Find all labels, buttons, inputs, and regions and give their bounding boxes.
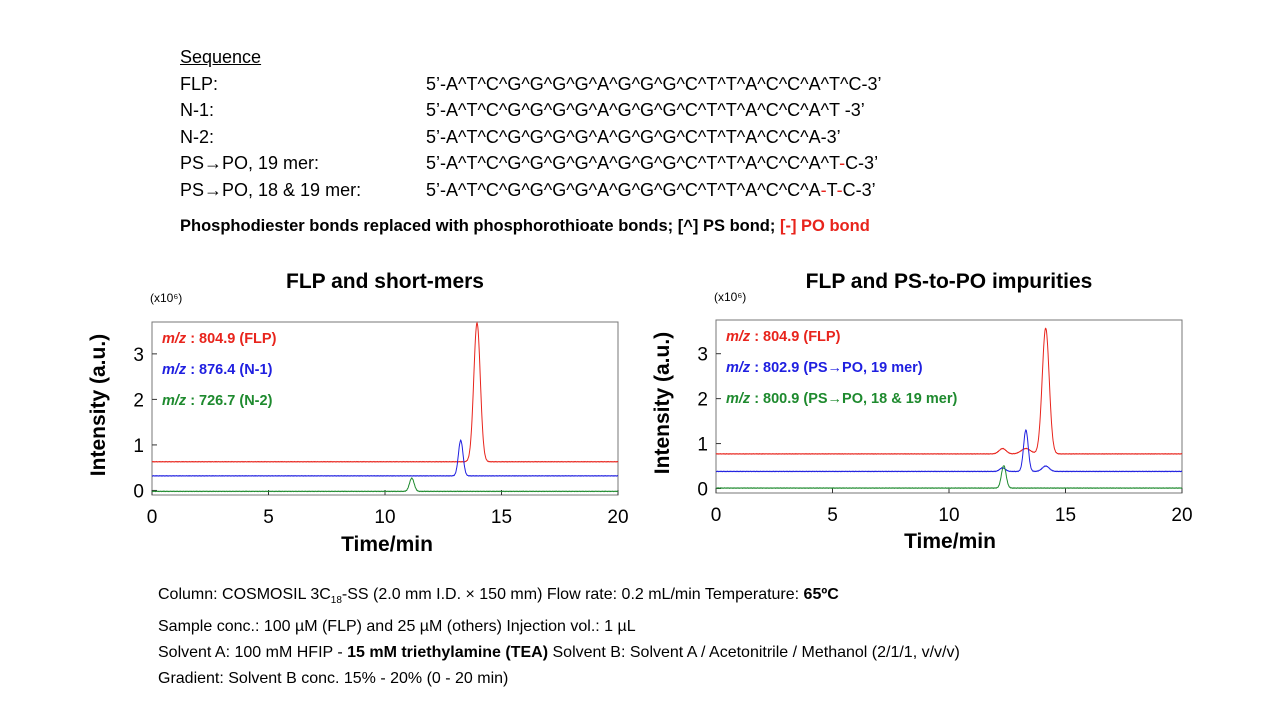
condition-text: Solvent A: 100 mM HFIP - (158, 644, 348, 662)
legend-mz-prefix: m/z (162, 393, 187, 409)
x-tick-label: 10 (374, 507, 395, 528)
series-line (151, 477, 619, 493)
x-tick-label: 10 (938, 505, 959, 526)
legend-mz-prefix: m/z (162, 331, 187, 347)
sequence-row-n2: N-2: 5’-A^T^C^G^G^G^G^A^G^G^G^C^T^T^A^C^… (180, 124, 841, 151)
x-tick-label: 0 (147, 507, 158, 528)
x-tick-label: 0 (711, 505, 722, 526)
sequence-row-flp: FLP: 5’-A^T^C^G^G^G^G^A^G^G^G^C^T^T^A^C^… (180, 71, 882, 98)
po-bond-note: [-] PO bond (779, 217, 870, 235)
legend-label: : 802.9 (PS→PO, 19 mer) (750, 360, 923, 376)
sequence-row-n1: N-1: 5’-A^T^C^G^G^G^G^A^G^G^G^C^T^T^A^C^… (180, 97, 865, 124)
legend-label: : 876.4 (N-1) (186, 362, 272, 378)
y-tick-label: 0 (133, 481, 144, 502)
sequence-segment: C-3’ (842, 179, 876, 200)
y-tick-label: 1 (133, 436, 144, 457)
y-tick-label: 3 (133, 345, 144, 366)
condition-text: -SS (2.0 mm I.D. × 150 mm) Flow rate: 0.… (341, 586, 804, 603)
sequence-heading: Sequence (180, 47, 262, 67)
sequence-segment: 5’-A^T^C^G^G^G^G^A^G^G^G^C^T^T^A^C^C^A^T (426, 153, 840, 173)
legend-mz-prefix: m/z (726, 329, 751, 345)
condition-text: Column: COSMOSIL 3C (158, 586, 331, 603)
series-line (715, 327, 1183, 455)
legend-mz-prefix: m/z (726, 391, 751, 407)
x-tick-label: 15 (1055, 505, 1076, 526)
legend-entry: m/z : 802.9 (PS→PO, 19 mer) (726, 360, 923, 376)
legend-label: : 726.7 (N-2) (186, 393, 272, 409)
x-tick-label: 5 (263, 507, 274, 528)
po-bond-marker: - (839, 153, 846, 173)
sequence-row-pspo-19: PS→PO, 19 mer: 5’-A^T^C^G^G^G^G^A^G^G^G^… (180, 150, 878, 177)
y-tick-label: 2 (133, 390, 144, 411)
sequence-block: Sequence FLP: 5’-A^T^C^G^G^G^G^A^G^G^G^C… (180, 44, 882, 204)
legend-entry: m/z : 804.9 (FLP) (726, 329, 841, 345)
y-multiplier: (x10⁶) (714, 290, 747, 304)
sequence-segment: 5’-A^T^C^G^G^G^G^A^G^G^G^C^T^T^A^C^C^A (426, 179, 821, 200)
legend-mz-prefix: m/z (726, 360, 751, 376)
po-bond-marker: - (836, 179, 843, 200)
series-line (715, 465, 1183, 489)
condition-line-gradient: Gradient: Solvent B conc. 15% - 20% (0 -… (158, 670, 509, 688)
chart-title: FLP and short-mers (286, 270, 484, 293)
sequence-segment: T (826, 179, 837, 200)
y-tick-label: 3 (697, 345, 708, 366)
condition-line-solvent: Solvent A: 100 mM HFIP - 15 mM triethyla… (158, 640, 960, 666)
x-tick-label: 15 (491, 507, 512, 528)
sequence-name: PS→PO, 19 mer: (180, 153, 320, 173)
sequence-name: PS→PO, 18 & 19 mer: (180, 179, 362, 200)
legend-label: : 804.9 (FLP) (186, 331, 276, 347)
condition-line-column: Column: COSMOSIL 3C18-SS (2.0 mm I.D. × … (158, 582, 960, 614)
legend-entry: m/z : 804.9 (FLP) (162, 331, 277, 347)
x-tick-label: 20 (607, 507, 628, 528)
bond-note-text: Phosphodiester bonds replaced with phosp… (180, 217, 780, 235)
condition-subscript: 18 (330, 595, 342, 607)
x-tick-label: 5 (827, 505, 838, 526)
y-multiplier: (x10⁶) (150, 291, 183, 305)
legend-entry: m/z : 800.9 (PS→PO, 18 & 19 mer) (726, 391, 957, 407)
condition-line-sample: Sample conc.: 100 µM (FLP) and 25 µM (ot… (158, 618, 636, 636)
condition-text: Solvent B: Solvent A / Acetonitrile / Me… (548, 644, 960, 662)
sequence-text: 5’-A^T^C^G^G^G^G^A^G^G^G^C^T^T^A^C^C^A^T… (426, 150, 878, 177)
tea-concentration: 15 mM triethylamine (TEA) (347, 644, 549, 662)
y-axis-title: Intensity (a.u.) (87, 333, 110, 477)
temperature-value: 65ºC (803, 586, 839, 603)
sequence-name: FLP: (180, 73, 219, 94)
method-conditions: Column: COSMOSIL 3C18-SS (2.0 mm I.D. × … (158, 582, 960, 692)
series-line (715, 429, 1183, 473)
po-bond-marker: - (820, 179, 827, 200)
series-line (151, 438, 619, 477)
y-tick-label: 0 (697, 480, 708, 501)
sequence-name: N-2: (180, 126, 215, 147)
sequence-text: 5’-A^T^C^G^G^G^G^A^G^G^G^C^T^T^A^C^C^A-3… (426, 126, 841, 147)
legend-entry: m/z : 726.7 (N-2) (162, 393, 273, 409)
x-axis-title: Time/min (904, 530, 996, 553)
x-tick-label: 20 (1171, 505, 1192, 526)
sequence-text: 5’-A^T^C^G^G^G^G^A^G^G^G^C^T^T^A^C^C^A^T… (426, 100, 865, 120)
sequence-text: 5’-A^T^C^G^G^G^G^A^G^G^G^C^T^T^A^C^C^A-T… (426, 177, 876, 204)
y-axis-title: Intensity (a.u.) (651, 331, 674, 475)
x-axis-title: Time/min (341, 533, 433, 556)
bond-legend-note: Phosphodiester bonds replaced with phosp… (180, 217, 870, 236)
sequence-text: 5’-A^T^C^G^G^G^G^A^G^G^G^C^T^T^A^C^C^A^T… (426, 73, 882, 94)
sequence-segment: C-3’ (845, 153, 879, 173)
legend-mz-prefix: m/z (162, 362, 187, 378)
legend-label: : 800.9 (PS→PO, 18 & 19 mer) (750, 391, 957, 407)
series-line (151, 321, 619, 463)
chart-title: FLP and PS-to-PO impurities (805, 270, 1093, 293)
legend-entry: m/z : 876.4 (N-1) (162, 362, 273, 378)
sequence-row-pspo-18-19: PS→PO, 18 & 19 mer: 5’-A^T^C^G^G^G^G^A^G… (180, 177, 876, 204)
y-tick-label: 1 (697, 435, 708, 456)
legend-label: : 804.9 (FLP) (750, 329, 840, 345)
y-tick-label: 2 (697, 390, 708, 411)
sequence-name: N-1: (180, 100, 215, 120)
